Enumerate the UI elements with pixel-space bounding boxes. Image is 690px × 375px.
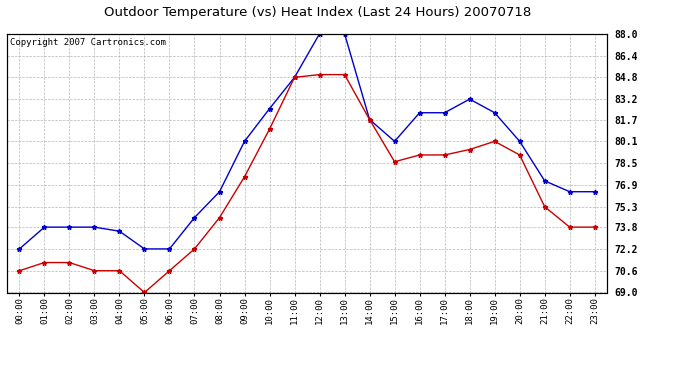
Text: Copyright 2007 Cartronics.com: Copyright 2007 Cartronics.com <box>10 38 166 46</box>
Text: Outdoor Temperature (vs) Heat Index (Last 24 Hours) 20070718: Outdoor Temperature (vs) Heat Index (Las… <box>104 6 531 19</box>
